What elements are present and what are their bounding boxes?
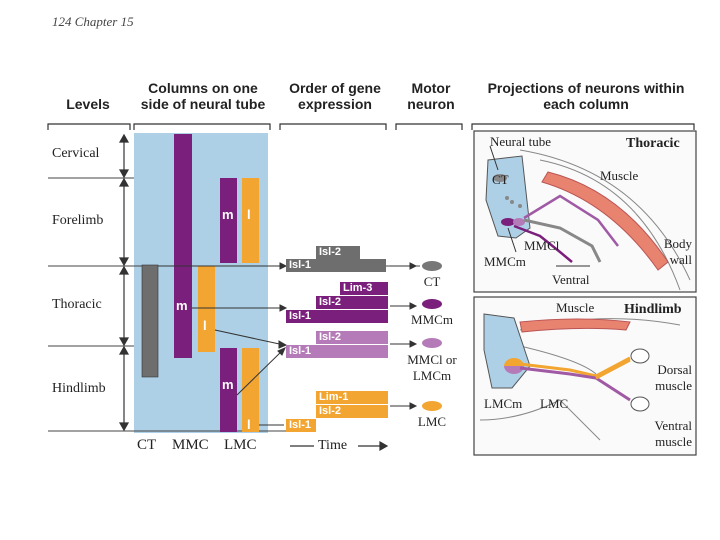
lmc-hindlimb-l-bar	[242, 348, 259, 432]
mmc-hindlimb-m-bar	[220, 348, 237, 432]
thoracic-body-wall-label: Body wall	[663, 236, 692, 267]
thoracic-title: Thoracic	[626, 136, 680, 151]
header-order: Order of gene expression	[289, 80, 381, 112]
row1-isl2: Isl-2	[316, 246, 360, 259]
hindlimb-dorsal-muscle-label: Dorsal muscle	[655, 362, 692, 393]
row1-isl1: Isl-1	[286, 259, 386, 272]
ct-column-bar	[141, 264, 159, 378]
time-label: Time	[318, 438, 348, 453]
header-levels: Levels	[66, 96, 110, 112]
row3-isl1: Isl-1	[286, 345, 388, 358]
hindlimb-muscle	[519, 318, 631, 333]
mmc-forelimb-m-bar	[220, 178, 237, 263]
level-hindlimb: Hindlimb	[52, 381, 106, 396]
header-projections: Projections of neurons within each colum…	[487, 80, 685, 112]
thoracic-muscle	[541, 171, 669, 271]
ct-neuron-oval	[422, 261, 442, 271]
level-thoracic: Thoracic	[52, 297, 102, 312]
mmcm-neuron-oval	[422, 299, 442, 309]
hindlimb-l-letter: l	[247, 417, 251, 432]
thoracic-ventral-label: Ventral	[552, 272, 590, 287]
mmc-column-bar	[174, 134, 192, 358]
forelimb-l-letter: l	[247, 207, 251, 222]
col-label-mmc: MMC	[172, 437, 209, 453]
level-forelimb: Forelimb	[52, 213, 104, 228]
row2-isl2: Isl-2	[316, 296, 388, 309]
row4-isl2: Isl-2	[316, 405, 388, 418]
hindlimb-lmcm-label: LMCm	[484, 396, 523, 411]
col-label-lmc: LMC	[224, 437, 257, 453]
hindlimb-lmc-label: LMC	[540, 396, 569, 411]
thoracic-ct-label: CT	[492, 172, 509, 187]
level-cervical: Cervical	[52, 146, 100, 161]
row2-lim3: Lim-3	[340, 282, 388, 295]
motor-label-mmcl: MMCl or LMCm	[407, 352, 457, 383]
thoracic-m-letter: m	[176, 298, 188, 313]
motor-label-mmcm: MMCm	[411, 312, 453, 327]
lmc-forelimb-l-bar	[242, 178, 259, 263]
mmcl-neuron-oval	[422, 338, 442, 348]
row3-isl2: Isl-2	[316, 331, 388, 344]
hindlimb-title: Hindlimb	[624, 302, 682, 317]
row4-isl1: Isl-1	[286, 419, 316, 432]
hindlimb-m-letter: m	[222, 377, 234, 392]
forelimb-m-letter: m	[222, 207, 234, 222]
lmc-thoracic-bar	[198, 266, 215, 352]
motor-label-lmc: LMC	[417, 414, 447, 429]
thoracic-muscle-label: Muscle	[600, 168, 639, 183]
header-motor: Motor neuron	[407, 80, 455, 112]
thoracic-neural-tube-label: Neural tube	[490, 134, 552, 149]
thoracic-body-wall	[539, 159, 681, 291]
thoracic-mmcm-label: MMCm	[484, 254, 526, 269]
thoracic-l-letter: l	[203, 318, 207, 333]
row4-lim1: Lim-1	[316, 391, 388, 404]
col-label-ct: CT	[137, 437, 157, 453]
hindlimb-muscle-label: Muscle	[556, 300, 595, 315]
page-header: 124 Chapter 15	[52, 14, 134, 29]
lmc-neuron-oval	[422, 401, 442, 411]
row2-isl1: Isl-1	[286, 310, 388, 323]
hindlimb-ventral-muscle-label: Ventral muscle	[654, 418, 692, 449]
thoracic-mmcl-label: MMCl	[524, 238, 560, 253]
motor-label-ct: CT	[423, 274, 441, 289]
header-columns: Columns on one side of neural tube	[140, 80, 266, 112]
